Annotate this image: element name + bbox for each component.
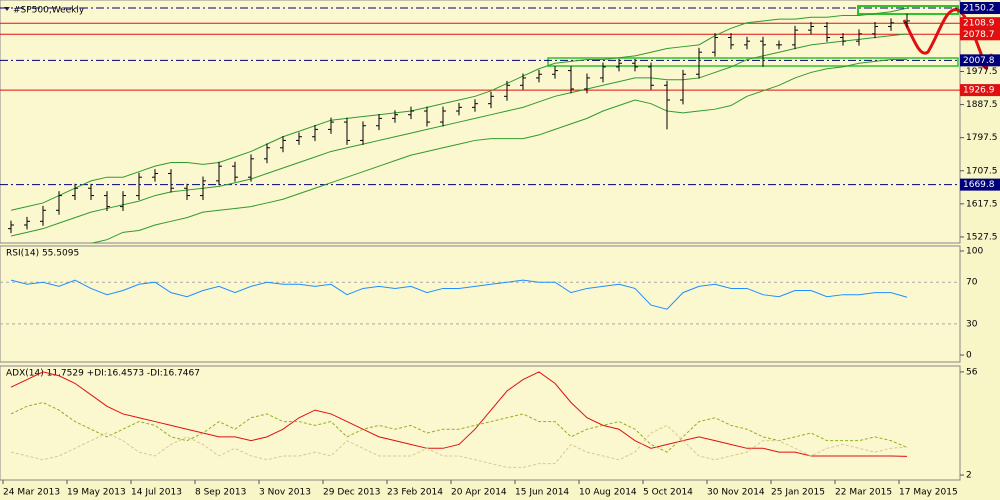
x-tick-label: 23 Feb 2014	[387, 488, 443, 498]
level-label-bg	[960, 178, 1000, 191]
y-tick-label: 30	[966, 319, 978, 329]
rsi-panel	[0, 245, 961, 363]
x-tick-label: 25 Jan 2015	[771, 488, 825, 498]
x-tick-label: 24 Mar 2013	[3, 488, 60, 498]
series-line	[10, 424, 908, 468]
price-panel	[0, 0, 961, 244]
y-tick-label: 1617.5	[966, 199, 998, 209]
x-tick-label: 14 Jul 2013	[131, 488, 182, 498]
y-tick-label: 2	[966, 471, 972, 481]
level-label: 1669.8	[963, 180, 995, 190]
y-tick-label: 1527.5	[966, 232, 998, 242]
x-tick-label: 30 Nov 2014	[707, 488, 765, 498]
x-tick-label: 5 Oct 2014	[643, 488, 693, 498]
series-line	[10, 401, 908, 453]
x-tick-label: 19 May 2013	[67, 488, 126, 498]
series-line	[10, 279, 908, 310]
y-tick-label: 1887.5	[966, 100, 998, 110]
level-label-bg	[960, 84, 1000, 97]
level-label: 2150.2	[963, 4, 995, 14]
x-tick-label: 29 Dec 2013	[323, 488, 381, 498]
adx-title: ADX(14) 11.7529 +DI:16.4573 -DI:16.7467	[6, 369, 200, 379]
y-tick-label: 100	[966, 246, 983, 256]
level-label: 2007.8	[963, 56, 995, 66]
y-tick-label: 70	[966, 278, 978, 288]
chart-title: #SP500,Weekly	[13, 6, 85, 16]
x-tick-label: 20 Apr 2014	[451, 488, 507, 498]
plot-area	[10, 371, 908, 468]
y-tick-label: 1797.5	[966, 133, 998, 143]
level-label: 1926.9	[963, 86, 995, 96]
x-tick-label: 15 Jun 2014	[515, 488, 569, 498]
x-tick-label: 10 Aug 2014	[579, 488, 637, 498]
x-tick-label: 22 Mar 2015	[835, 488, 892, 498]
level-label: 2108.9	[963, 19, 995, 29]
y-tick-label: 0	[966, 351, 972, 361]
band-line	[90, 59, 907, 243]
level-label-bg	[960, 28, 1000, 41]
series-line	[10, 371, 908, 457]
level-label-bg	[960, 54, 1000, 67]
y-tick-label: 1707.5	[966, 166, 998, 176]
level-label-bg	[960, 2, 1000, 15]
y-tick-label: 1977.5	[966, 67, 998, 77]
level-label-bg	[960, 17, 1000, 30]
x-tick-label: 8 Sep 2013	[195, 488, 246, 498]
level-label: 2078.7	[963, 30, 995, 40]
x-tick-label: 3 Nov 2013	[259, 488, 311, 498]
rsi-title: RSI(14) 55.5095	[6, 249, 79, 259]
band-line	[10, 7, 908, 211]
plot-area	[0, 279, 960, 325]
x-tick-label: 17 May 2015	[899, 488, 958, 498]
band-line	[10, 33, 908, 237]
y-tick-label: 56	[966, 367, 978, 377]
plot-area	[0, 7, 960, 243]
